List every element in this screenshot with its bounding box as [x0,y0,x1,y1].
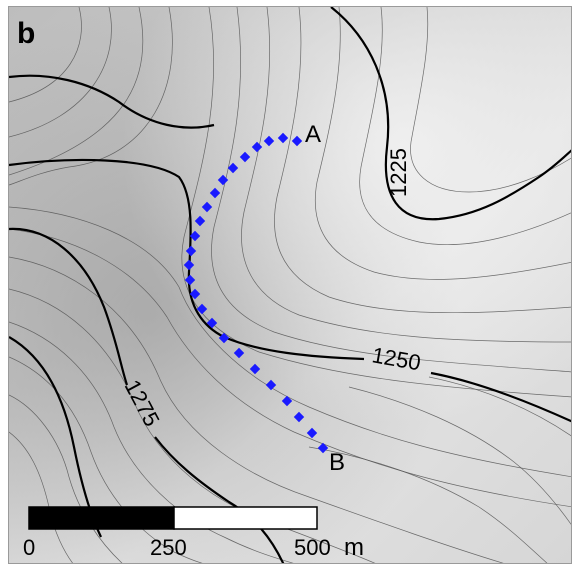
panel-label: b [17,17,35,50]
route-marker [217,174,229,186]
route-markers [183,132,329,454]
route-marker [227,162,239,174]
route-marker [263,135,275,147]
route-end-label: B [329,449,345,476]
route-start-label: A [305,121,321,148]
route-marker [189,230,201,242]
scale-tick-250: 250 [150,535,187,560]
route-marker [293,411,305,423]
contour-1275 [9,227,285,563]
route-marker [239,151,251,163]
route-marker [184,274,196,286]
scale-bar-dark-segment [28,506,175,530]
hillshade-light-slope [9,7,571,563]
hillshade-map: 1225 1250 1275 A B b 0 250 500 m [9,7,571,563]
route-marker [317,442,329,454]
route-marker [251,141,263,153]
route-marker [201,201,213,213]
route-marker [189,288,201,300]
route-marker [281,395,293,407]
route-marker [249,363,261,375]
route-marker [277,132,289,144]
map-frame: 1225 1250 1275 A B b 0 250 500 m [8,6,572,564]
contour-1225 [330,7,571,221]
route-marker [209,187,221,199]
route-marker [306,427,318,439]
scale-unit: m [344,534,364,561]
route-marker [233,347,245,359]
route-marker [185,245,197,257]
route-marker [218,332,230,344]
route-marker [183,259,195,271]
route-marker [194,215,206,227]
route-marker [291,135,303,147]
scale-tick-0: 0 [23,535,35,560]
route-marker [206,317,218,329]
scale-bar: 0 250 500 m [23,506,364,561]
contour-label-1225: 1225 [386,148,411,197]
contour-top-left [9,74,215,129]
scale-bar-light-segment [173,506,318,530]
route-marker [196,303,208,315]
route-marker [265,379,277,391]
scale-tick-500: 500 [294,535,331,560]
